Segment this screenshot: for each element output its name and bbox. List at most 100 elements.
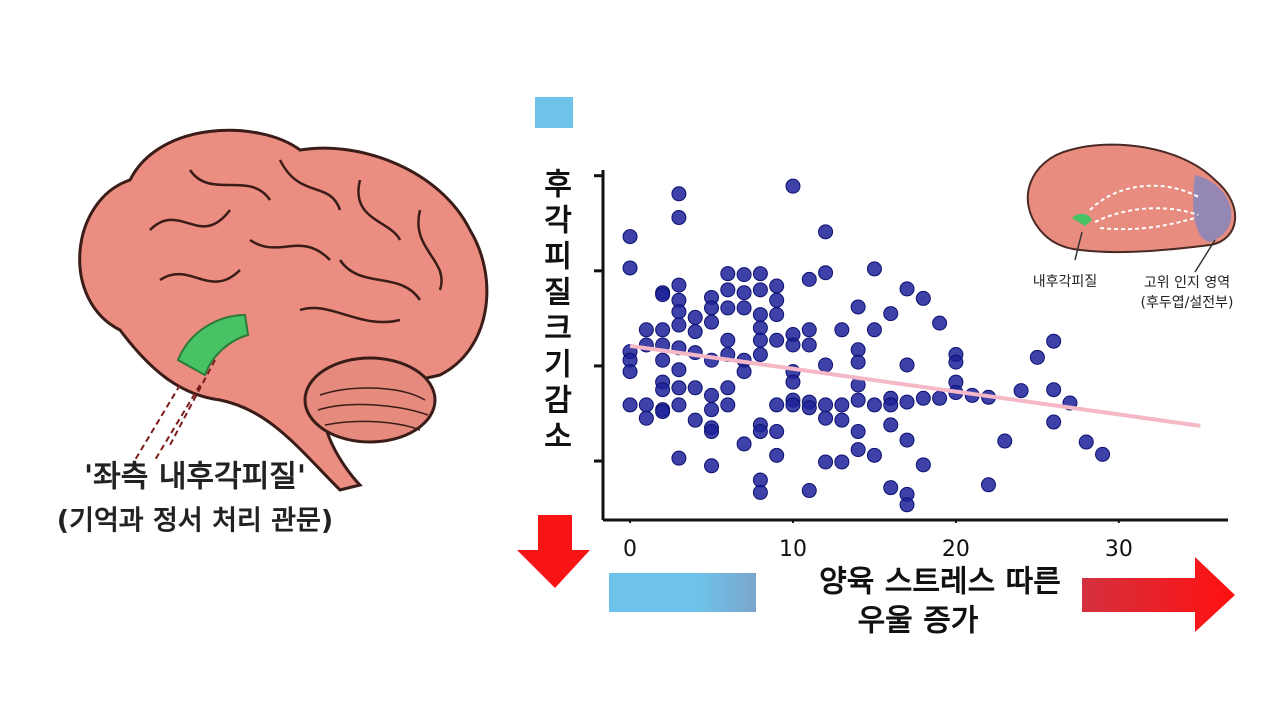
point — [785, 397, 801, 413]
right-arrow — [1082, 557, 1235, 632]
point — [834, 412, 850, 428]
x-tick-label: 0 — [623, 537, 637, 562]
point — [638, 322, 654, 338]
point — [915, 290, 931, 306]
caption-subtitle: (기억과 정서 처리 관문) — [57, 506, 333, 537]
point — [1029, 349, 1045, 365]
point — [752, 424, 768, 440]
point — [687, 324, 703, 340]
point — [850, 442, 866, 458]
point — [687, 412, 703, 428]
plot: 0 10 20 30 — [594, 170, 1228, 562]
point — [655, 322, 671, 338]
y-axis-label: 후각피질크기감소 — [537, 168, 572, 456]
point — [704, 314, 720, 330]
point — [671, 380, 687, 396]
point — [704, 458, 720, 474]
point — [883, 480, 899, 496]
point — [736, 285, 752, 301]
point — [818, 397, 834, 413]
caption-title: '좌측 내후각피질' — [84, 460, 306, 495]
point — [850, 424, 866, 440]
point — [622, 229, 638, 245]
point — [818, 265, 834, 281]
point — [671, 317, 687, 333]
point — [687, 309, 703, 325]
point — [915, 457, 931, 473]
point — [899, 394, 915, 410]
point — [704, 300, 720, 316]
point — [752, 266, 768, 282]
point — [1095, 446, 1111, 462]
x-tick-label: 10 — [779, 537, 807, 562]
point — [1046, 414, 1062, 430]
point — [769, 447, 785, 463]
point — [720, 380, 736, 396]
point — [801, 337, 817, 353]
point — [866, 322, 882, 338]
point — [655, 404, 671, 420]
point — [785, 337, 801, 353]
point — [997, 433, 1013, 449]
point — [704, 424, 720, 440]
point — [736, 267, 752, 283]
point — [801, 400, 817, 416]
point — [671, 277, 687, 293]
point — [1046, 333, 1062, 349]
point — [638, 410, 654, 426]
point — [818, 454, 834, 470]
point — [622, 397, 638, 413]
point — [687, 380, 703, 396]
point — [720, 300, 736, 316]
point — [1078, 434, 1094, 450]
point — [932, 390, 948, 406]
point — [801, 483, 817, 499]
point — [769, 397, 785, 413]
point — [1046, 382, 1062, 398]
point — [720, 332, 736, 348]
point — [622, 364, 638, 380]
point — [818, 410, 834, 426]
inset-label: 고위 인지 영역 — [1144, 275, 1230, 291]
point — [883, 417, 899, 433]
point — [638, 397, 654, 413]
x-axis-label: 우울 증가 — [858, 604, 979, 639]
inset-brain — [1026, 143, 1237, 273]
point — [834, 454, 850, 470]
x-tick-label: 30 — [1105, 537, 1133, 562]
point — [883, 306, 899, 322]
point — [850, 392, 866, 408]
inset-label: 내후각피질 — [1033, 274, 1097, 290]
point — [866, 397, 882, 413]
point — [752, 347, 768, 363]
point — [752, 332, 768, 348]
point — [850, 299, 866, 315]
point — [785, 374, 801, 390]
point — [915, 390, 931, 406]
x-axis-label: 양육 스트레스 따른 — [819, 565, 1061, 600]
point — [736, 300, 752, 316]
point — [769, 292, 785, 308]
point — [932, 315, 948, 331]
point — [769, 424, 785, 440]
point — [752, 307, 768, 323]
point — [769, 332, 785, 348]
point — [769, 278, 785, 294]
point — [1013, 383, 1029, 399]
point — [671, 210, 687, 226]
point — [818, 224, 834, 240]
inset-sublabel: (후두엽/설전부) — [1141, 295, 1234, 311]
point — [704, 402, 720, 418]
point — [720, 282, 736, 298]
blue-marker — [535, 97, 573, 128]
point — [655, 352, 671, 368]
point — [769, 307, 785, 323]
point — [671, 397, 687, 413]
point — [655, 287, 671, 303]
point — [899, 497, 915, 513]
point — [883, 397, 899, 413]
point — [736, 436, 752, 452]
point — [671, 186, 687, 202]
point — [834, 397, 850, 413]
